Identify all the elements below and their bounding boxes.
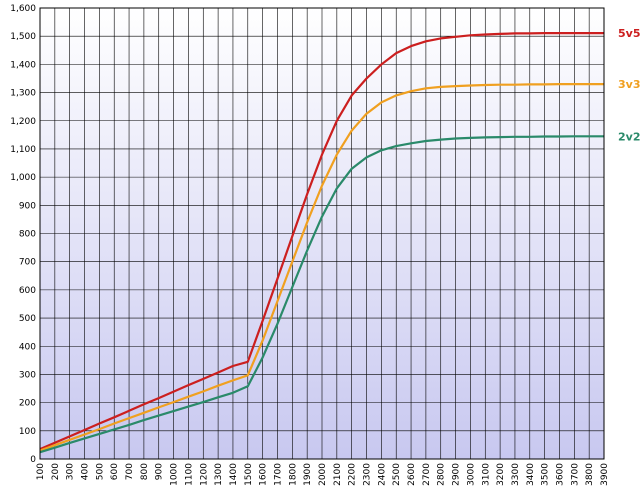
x-tick-label: 2500 bbox=[392, 463, 402, 486]
y-axis-ticks: 0 100 200 300 400 500 600 700 800 900 1,000 1,100 1,… bbox=[10, 4, 36, 465]
x-tick-label: 200 bbox=[51, 463, 61, 480]
plot-border bbox=[39, 7, 605, 460]
x-tick-label: 3700 bbox=[570, 463, 580, 486]
x-tick-label: 2600 bbox=[407, 463, 417, 486]
x-tick-label: 2700 bbox=[422, 463, 432, 486]
x-tick-label: 2200 bbox=[348, 463, 358, 486]
x-tick-label: 2300 bbox=[363, 463, 373, 486]
series-lines bbox=[39, 31, 604, 454]
x-tick-label: 900 bbox=[155, 463, 165, 480]
y-tick-label: 0 bbox=[30, 455, 36, 465]
x-tick-label: 800 bbox=[140, 463, 150, 480]
x-tick-label: 2900 bbox=[452, 463, 462, 486]
y-tick-label: 1,200 bbox=[10, 117, 36, 127]
x-tick-label: 2000 bbox=[318, 463, 328, 486]
x-tick-label: 1300 bbox=[214, 463, 224, 486]
x-tick-label: 2400 bbox=[377, 463, 387, 486]
y-tick-label: 700 bbox=[19, 258, 36, 268]
series-line-5v5 bbox=[39, 31, 604, 451]
x-tick-label: 1500 bbox=[244, 463, 254, 486]
y-tick-label: 1,100 bbox=[10, 145, 36, 155]
x-tick-label: 3400 bbox=[526, 463, 536, 486]
y-tick-label: 1,000 bbox=[10, 173, 36, 183]
x-tick-label: 1400 bbox=[229, 463, 239, 486]
x-tick-label: 300 bbox=[66, 463, 76, 480]
y-tick-label: 200 bbox=[19, 399, 36, 409]
x-tick-label: 1100 bbox=[184, 463, 194, 486]
x-tick-label: 2100 bbox=[333, 463, 343, 486]
x-tick-label: 3100 bbox=[481, 463, 491, 486]
grid-lines bbox=[39, 7, 605, 460]
y-tick-label: 600 bbox=[19, 286, 36, 296]
x-tick-label: 500 bbox=[95, 463, 105, 480]
y-tick-label: 1,300 bbox=[10, 89, 36, 99]
x-tick-label: 600 bbox=[110, 463, 120, 480]
x-tick-label: 1800 bbox=[288, 463, 298, 486]
legend-label-5v5: 5v5 bbox=[618, 27, 640, 40]
x-tick-label: 3000 bbox=[466, 463, 476, 486]
y-tick-label: 1,500 bbox=[10, 32, 36, 42]
y-tick-label: 1,600 bbox=[10, 4, 36, 14]
x-tick-label: 3800 bbox=[585, 463, 595, 486]
series-line-3v3 bbox=[39, 82, 604, 452]
legend-label-2v2: 2v2 bbox=[618, 130, 640, 143]
y-tick-label: 400 bbox=[19, 342, 36, 352]
x-tick-label: 1700 bbox=[273, 463, 283, 486]
x-tick-label: 400 bbox=[81, 463, 91, 480]
legend: 5v5 3v3 2v2 bbox=[618, 27, 640, 143]
x-tick-label: 3200 bbox=[496, 463, 506, 486]
x-tick-label: 100 bbox=[36, 463, 46, 480]
x-tick-label: 1900 bbox=[303, 463, 313, 486]
x-tick-label: 3300 bbox=[511, 463, 521, 486]
x-tick-label: 2800 bbox=[437, 463, 447, 486]
x-tick-label: 1600 bbox=[259, 463, 269, 486]
x-tick-label: 3900 bbox=[600, 463, 610, 486]
x-tick-label: 1200 bbox=[199, 463, 209, 486]
x-tick-label: 1000 bbox=[170, 463, 180, 486]
y-tick-label: 300 bbox=[19, 370, 36, 380]
legend-label-3v3: 3v3 bbox=[618, 78, 640, 91]
x-tick-label: 700 bbox=[125, 463, 135, 480]
y-tick-label: 1,400 bbox=[10, 60, 36, 70]
y-tick-label: 500 bbox=[19, 314, 36, 324]
x-axis-ticks: 100 200 300 400 500 600 700 800 900 1000 1100 1200 1… bbox=[36, 463, 610, 486]
y-tick-label: 800 bbox=[19, 230, 36, 240]
y-tick-label: 900 bbox=[19, 201, 36, 211]
x-tick-label: 3600 bbox=[555, 463, 565, 486]
y-tick-label: 100 bbox=[19, 427, 36, 437]
x-tick-label: 3500 bbox=[541, 463, 551, 486]
series-line-2v2 bbox=[39, 135, 604, 454]
